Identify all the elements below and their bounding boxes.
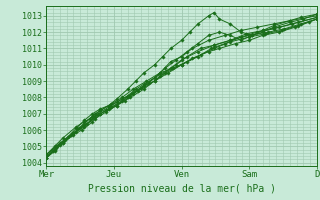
X-axis label: Pression niveau de la mer( hPa ): Pression niveau de la mer( hPa )	[88, 183, 276, 193]
